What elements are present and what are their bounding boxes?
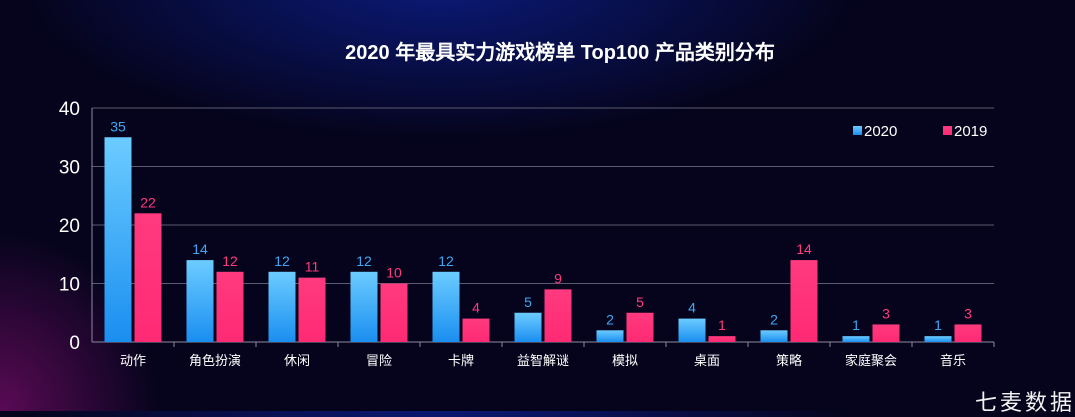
x-tick-label: 模拟 xyxy=(612,354,638,369)
bar-2020 xyxy=(432,271,460,342)
chart-title: 2020 年最具实力游戏榜单 Top100 产品类别分布 xyxy=(345,40,775,64)
data-label: 22 xyxy=(140,194,156,210)
bar-2020 xyxy=(924,336,952,342)
bar-2019 xyxy=(298,277,326,342)
data-label: 11 xyxy=(305,259,320,275)
data-label: 4 xyxy=(688,300,696,316)
data-label: 35 xyxy=(110,118,126,134)
data-label: 2 xyxy=(770,311,778,327)
data-label: 12 xyxy=(222,253,238,269)
bar-2019 xyxy=(626,312,654,342)
data-label: 3 xyxy=(964,305,972,321)
data-label: 2 xyxy=(606,311,614,327)
bar-2019 xyxy=(380,283,408,342)
bar-2019 xyxy=(544,289,572,342)
data-label: 4 xyxy=(472,300,480,316)
watermark: 七麦数据 xyxy=(974,391,1075,416)
data-label: 10 xyxy=(386,265,402,281)
bar-2020 xyxy=(186,260,214,342)
data-label: 1 xyxy=(718,317,726,333)
bar-2019 xyxy=(708,336,736,342)
bar-2019 xyxy=(872,324,900,342)
x-tick-label: 休闲 xyxy=(284,354,310,369)
data-label: 9 xyxy=(554,270,562,286)
y-tick-label: 0 xyxy=(69,333,80,354)
y-axis: 0 10 20 30 40 xyxy=(59,99,80,354)
bar-2019 xyxy=(790,260,818,342)
bar-2020 xyxy=(842,336,870,342)
data-label: 1 xyxy=(852,317,860,333)
legend-label: 2020 xyxy=(864,123,897,140)
data-label: 14 xyxy=(192,241,208,257)
data-label: 14 xyxy=(796,241,812,257)
data-label: 12 xyxy=(438,253,454,269)
x-tick-label: 角色扮演 xyxy=(189,353,241,369)
x-tick-label: 策略 xyxy=(776,353,802,369)
data-label: 12 xyxy=(356,253,372,269)
x-tick-label: 卡牌 xyxy=(448,353,474,369)
bar-2019 xyxy=(954,324,982,342)
bar-2020 xyxy=(760,330,788,342)
x-tick-label: 益智解谜 xyxy=(517,354,569,369)
x-tick-label: 动作 xyxy=(120,354,146,369)
y-tick-label: 10 xyxy=(59,275,80,296)
bar-2020 xyxy=(268,271,296,342)
data-label: 5 xyxy=(524,294,532,310)
x-axis: 动作 角色扮演 休闲 冒险 卡牌 益智解谜 模拟 桌面 策略 家庭聚会 音乐 xyxy=(120,342,995,369)
x-tick-label: 桌面 xyxy=(694,354,720,369)
data-label: 3 xyxy=(882,305,890,321)
bar-2020 xyxy=(514,312,542,342)
legend-label: 2019 xyxy=(954,123,987,140)
bar-2019 xyxy=(216,271,244,342)
bar-2020 xyxy=(104,137,132,342)
legend-swatch xyxy=(853,126,862,135)
y-tick-label: 20 xyxy=(59,216,80,237)
x-tick-label: 冒险 xyxy=(366,354,392,369)
y-tick-label: 40 xyxy=(59,99,80,120)
bar-2019 xyxy=(134,213,162,342)
bar-2020 xyxy=(596,330,624,342)
y-tick-label: 30 xyxy=(59,158,80,179)
data-label: 1 xyxy=(934,317,942,333)
data-label: 5 xyxy=(636,294,644,310)
legend: 2020 2019 xyxy=(853,123,987,140)
x-tick-label: 家庭聚会 xyxy=(845,353,897,369)
bar-2020 xyxy=(678,318,706,342)
legend-swatch xyxy=(943,126,952,135)
bar-2020 xyxy=(350,271,378,342)
data-label: 12 xyxy=(274,253,290,269)
bar-2019 xyxy=(462,318,490,342)
x-tick-label: 音乐 xyxy=(940,353,966,369)
